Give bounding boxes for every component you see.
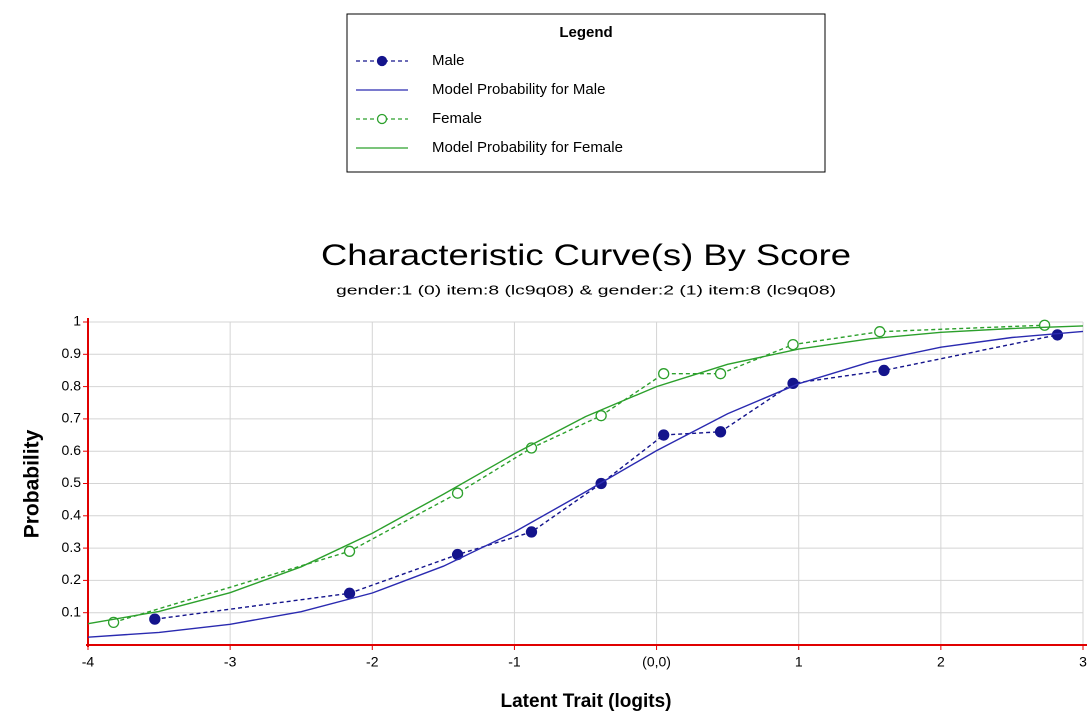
data-point bbox=[149, 613, 161, 625]
y-tick-label: 0.3 bbox=[62, 539, 82, 555]
data-point bbox=[658, 429, 670, 441]
x-tick-label: 2 bbox=[937, 654, 945, 670]
chart-title: Characteristic Curve(s) By Score bbox=[321, 239, 851, 272]
x-axis-label: Latent Trait (logits) bbox=[501, 691, 672, 712]
chart-subtitle: gender:1 (0) item:8 (lc9q08) & gender:2 … bbox=[336, 282, 836, 297]
x-tick-label: -4 bbox=[82, 654, 95, 670]
y-tick-label: 0.2 bbox=[62, 571, 82, 587]
x-tick-label: -1 bbox=[508, 654, 521, 670]
y-tick-label: 0.1 bbox=[62, 603, 82, 619]
legend-title: Legend bbox=[559, 24, 612, 41]
legend-marker bbox=[376, 113, 388, 125]
y-tick-label: 0.9 bbox=[62, 345, 82, 361]
data-point bbox=[343, 587, 356, 599]
legend-box bbox=[346, 13, 826, 173]
data-point bbox=[714, 426, 727, 438]
model-curve bbox=[87, 325, 1084, 625]
data-point bbox=[787, 338, 799, 351]
y-tick-label: 0.4 bbox=[62, 507, 82, 523]
data-point bbox=[343, 545, 356, 557]
x-tick-label: -2 bbox=[366, 654, 379, 670]
x-tick-label: -3 bbox=[224, 654, 237, 670]
data-point bbox=[1038, 319, 1051, 331]
x-tick-label: 1 bbox=[795, 654, 803, 670]
y-tick-label: 1 bbox=[73, 313, 81, 329]
legend-label: Model Probability for Male bbox=[432, 81, 605, 98]
y-tick-label: 0.6 bbox=[62, 442, 82, 458]
x-tick-label: 3 bbox=[1079, 654, 1087, 670]
data-line bbox=[113, 324, 1045, 624]
y-axis-label: Probability bbox=[21, 429, 44, 538]
data-point bbox=[1051, 329, 1064, 341]
model-curve bbox=[87, 330, 1084, 638]
data-point bbox=[714, 368, 727, 380]
legend-marker bbox=[376, 55, 388, 67]
data-point bbox=[525, 526, 538, 538]
y-tick-label: 0.8 bbox=[62, 377, 82, 393]
data-point bbox=[451, 487, 464, 499]
data-point bbox=[658, 368, 670, 380]
legend-label: Model Probability for Female bbox=[432, 139, 623, 156]
legend-label: Male bbox=[432, 52, 465, 69]
x-tick-label: (0,0) bbox=[642, 654, 671, 670]
legend-label: Female bbox=[432, 110, 482, 127]
data-line bbox=[154, 334, 1058, 620]
data-point bbox=[874, 326, 886, 338]
data-point bbox=[878, 364, 890, 377]
y-tick-label: 0.7 bbox=[62, 410, 82, 426]
y-tick-label: 0.5 bbox=[62, 474, 82, 490]
